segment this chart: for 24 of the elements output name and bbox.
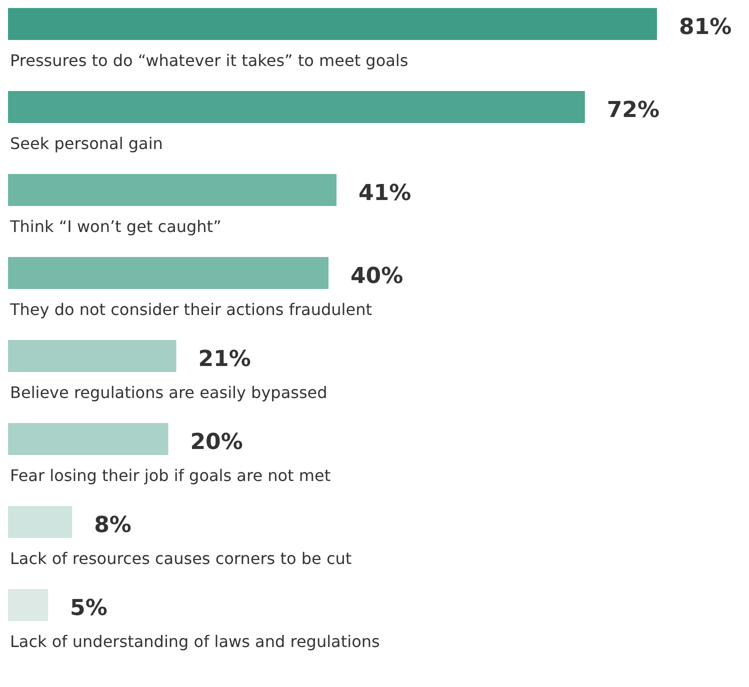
bar	[8, 174, 337, 206]
bar	[8, 423, 168, 455]
y-tick-label: Believe regulations are easily bypassed	[10, 383, 328, 402]
data-label: 72%	[606, 98, 660, 123]
bar	[8, 506, 72, 538]
data-label: 81%	[679, 15, 732, 40]
y-tick-label: They do not consider their actions fraudulent	[9, 300, 372, 319]
bar	[8, 589, 48, 621]
y-tick-label: Pressures to do “whatever it takes” to meet goals	[10, 51, 408, 70]
data-label: 5%	[70, 596, 108, 621]
y-tick-label: Lack of understanding of laws and regulations	[10, 632, 380, 651]
y-tick-label: Lack of resources causes corners to be cut	[10, 549, 352, 568]
bar	[8, 340, 176, 372]
data-label: 40%	[350, 264, 404, 289]
data-label: 20%	[190, 430, 243, 455]
data-label: 21%	[198, 347, 251, 372]
bar	[8, 91, 585, 123]
y-tick-label: Fear losing their job if goals are not met	[10, 466, 331, 485]
data-label: 8%	[94, 513, 132, 538]
y-tick-label: Think “I won’t get caught”	[9, 217, 222, 236]
bar	[8, 8, 657, 40]
data-label: 41%	[358, 181, 412, 206]
y-tick-label: Seek personal gain	[10, 134, 163, 153]
bar	[8, 257, 328, 289]
